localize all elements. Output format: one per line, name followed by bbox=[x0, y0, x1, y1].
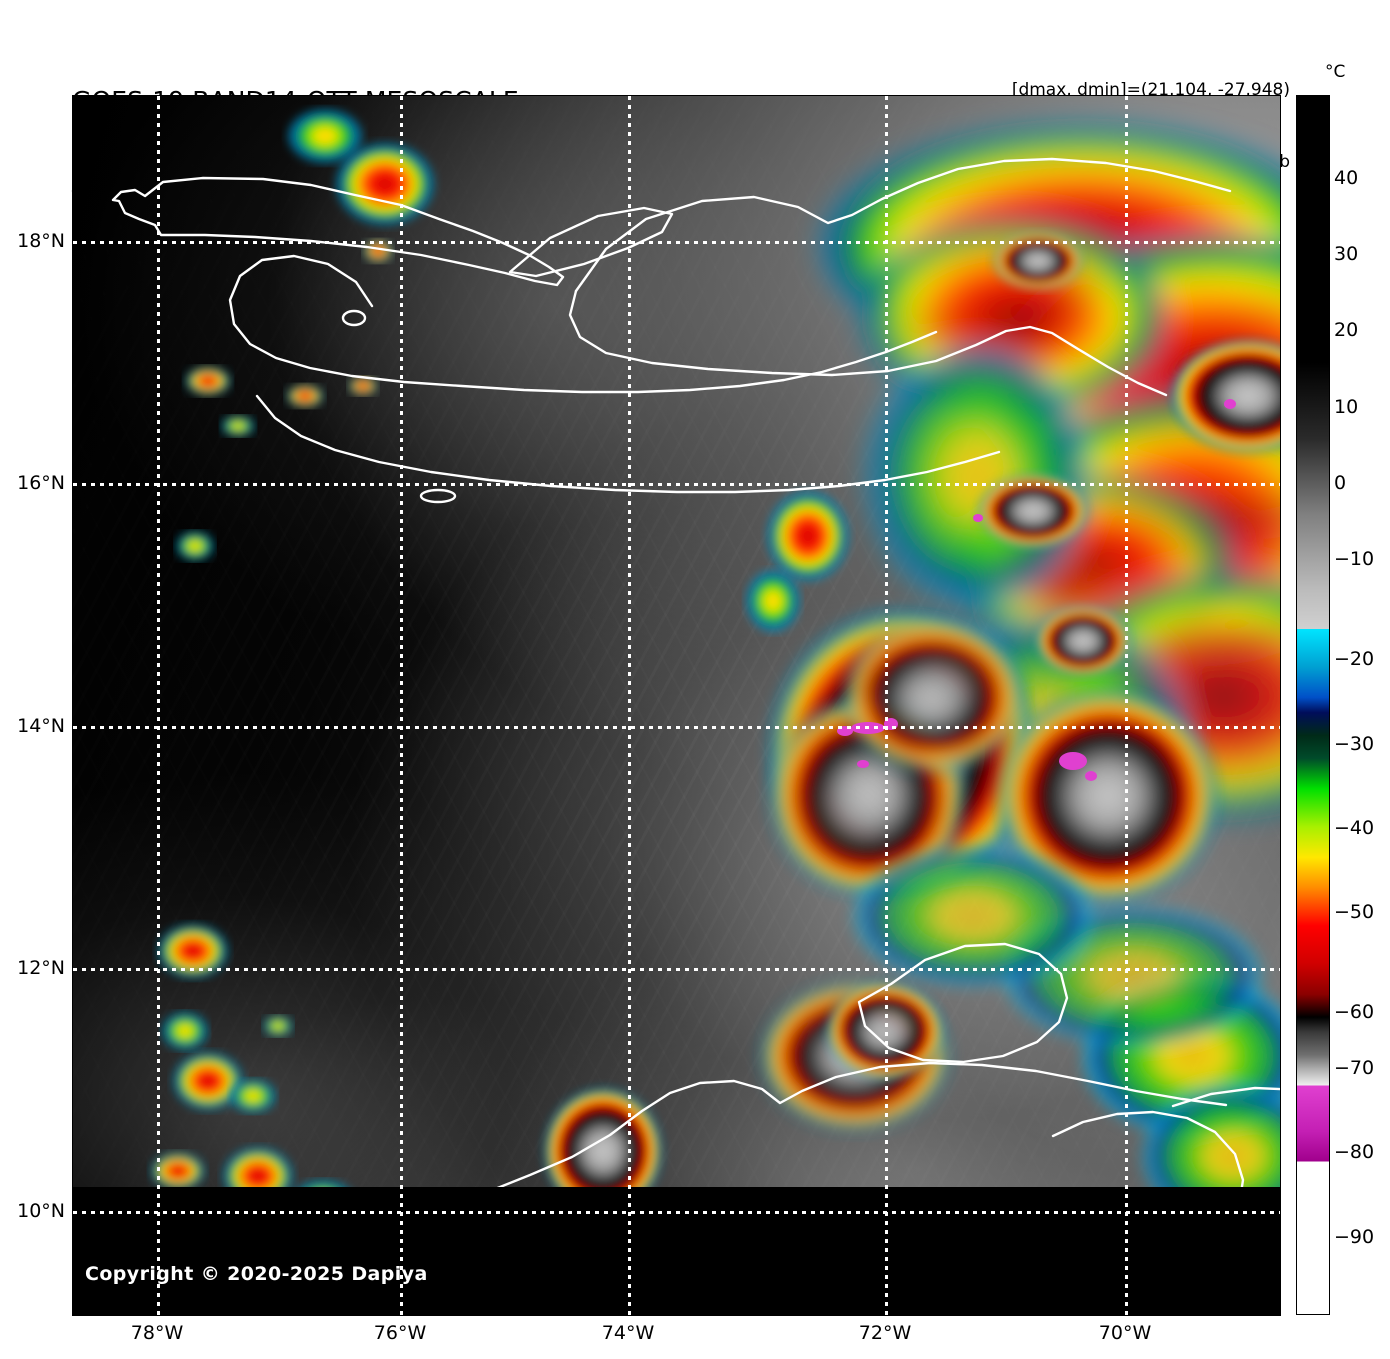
gridline-lat-10 bbox=[73, 1211, 1280, 1214]
gridline-lon-70 bbox=[1125, 96, 1128, 1315]
lon-tick-74w: 74°W bbox=[601, 1322, 655, 1344]
coastline-lake-azuei bbox=[341, 309, 367, 327]
cbar-tick-m20: −20 bbox=[1334, 648, 1375, 670]
coastline-gonave bbox=[508, 206, 674, 278]
lon-tick-76w: 76°W bbox=[373, 1322, 427, 1344]
gridline-lon-72 bbox=[885, 96, 888, 1315]
cbar-tick-30: 30 bbox=[1334, 243, 1359, 265]
lon-tick-70w: 70°W bbox=[1098, 1322, 1152, 1344]
gridline-lon-76 bbox=[400, 96, 403, 1315]
coastal-cell bbox=[545, 1089, 661, 1213]
coastline-guajira bbox=[857, 942, 1069, 1064]
coastline-haiti-peninsula-south bbox=[255, 394, 1001, 494]
colorbar[interactable] bbox=[1296, 95, 1330, 1315]
map-raster: Copyright © 2020-2025 Dapiya bbox=[73, 96, 1280, 1315]
coastline-haiti-peninsula bbox=[228, 254, 938, 394]
jamaica-cell bbox=[289, 110, 433, 262]
cbar-tick-m80: −80 bbox=[1334, 1141, 1375, 1163]
colorbar-unit-label: °C bbox=[1325, 62, 1346, 82]
coastline-colombia bbox=[426, 1061, 1228, 1233]
gridline-lat-18 bbox=[73, 241, 1280, 244]
gridline-lat-12 bbox=[73, 968, 1280, 971]
cbar-tick-m50: −50 bbox=[1334, 901, 1375, 923]
copyright-label: Copyright © 2020-2025 Dapiya bbox=[85, 1263, 428, 1285]
coastline-hispaniola-south bbox=[568, 289, 1168, 397]
cbar-tick-m70: −70 bbox=[1334, 1057, 1375, 1079]
cbar-tick-m90: −90 bbox=[1334, 1226, 1375, 1248]
no-data-sector bbox=[73, 1187, 1280, 1315]
overshooting-top-magenta-east bbox=[1059, 752, 1097, 781]
gridline-lon-74 bbox=[628, 96, 631, 1315]
cbar-tick-m30: −30 bbox=[1334, 733, 1375, 755]
colorbar-gradient bbox=[1297, 96, 1329, 1314]
lat-tick-14n: 14°N bbox=[17, 715, 65, 737]
lon-tick-78w: 78°W bbox=[130, 1322, 184, 1344]
satellite-image-panel[interactable]: Copyright © 2020-2025 Dapiya bbox=[72, 95, 1281, 1316]
cbar-tick-40: 40 bbox=[1334, 167, 1359, 189]
cbar-tick-m10: −10 bbox=[1334, 548, 1375, 570]
lon-tick-72w: 72°W bbox=[858, 1322, 912, 1344]
lat-tick-12n: 12°N bbox=[17, 957, 65, 979]
cbar-tick-20: 20 bbox=[1334, 319, 1359, 341]
lat-tick-10n: 10°N bbox=[17, 1200, 65, 1222]
enhanced-convection-layer bbox=[152, 110, 1280, 1274]
main-convective-mass bbox=[771, 611, 1035, 894]
eastern-convective-mass bbox=[1000, 691, 1216, 901]
midlevel-cold-tops bbox=[973, 233, 1280, 675]
gridline-lat-16 bbox=[73, 483, 1280, 486]
coastline-hispaniola-north bbox=[574, 157, 1232, 293]
lat-tick-18n: 18°N bbox=[17, 230, 65, 252]
coastline-venezuela-east bbox=[1171, 1086, 1280, 1108]
lat-tick-16n: 16°N bbox=[17, 472, 65, 494]
cbar-tick-0: 0 bbox=[1334, 472, 1347, 494]
gridline-lat-14 bbox=[73, 726, 1280, 729]
coastline-lake-enriquillo bbox=[419, 488, 457, 504]
coastline-jamaica bbox=[111, 176, 565, 287]
coastline-overlay bbox=[111, 157, 1280, 1315]
cbar-tick-10: 10 bbox=[1334, 396, 1359, 418]
midcaribbean-cluster bbox=[747, 492, 848, 631]
gridline-lon-78 bbox=[157, 96, 160, 1315]
cbar-tick-m60: −60 bbox=[1334, 1001, 1375, 1023]
cbar-tick-m40: −40 bbox=[1334, 817, 1375, 839]
